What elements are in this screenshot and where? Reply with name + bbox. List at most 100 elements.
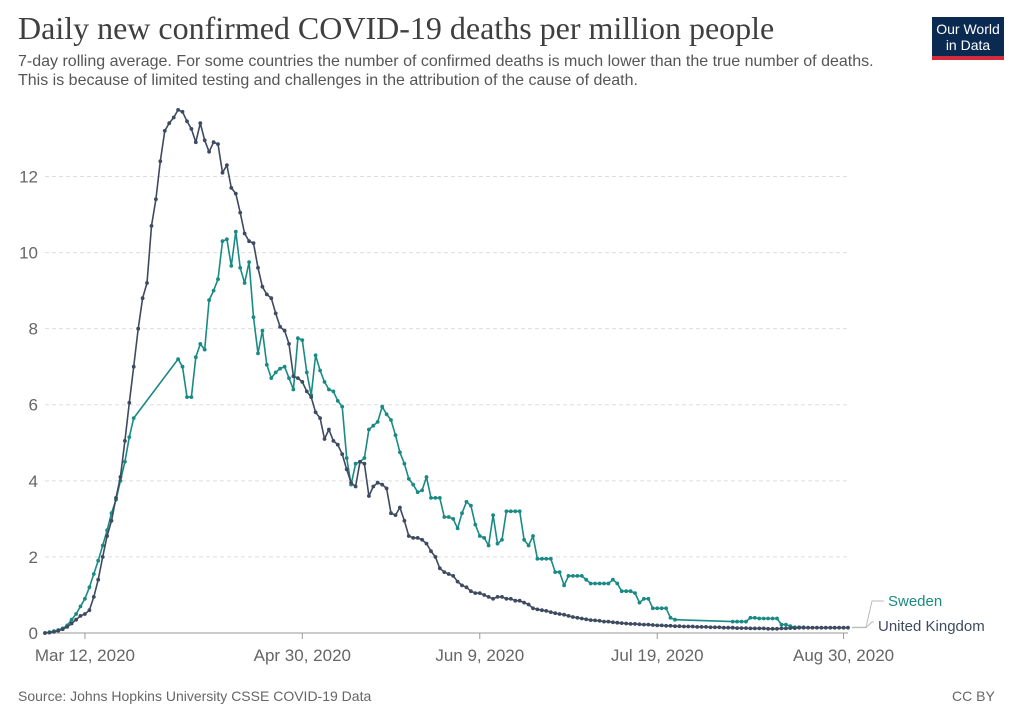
data-point[interactable] [429, 549, 433, 554]
data-point[interactable] [553, 611, 558, 616]
data-point[interactable] [118, 475, 123, 479]
data-point[interactable] [74, 612, 78, 616]
data-point[interactable] [699, 625, 704, 629]
data-point[interactable] [446, 572, 451, 576]
data-point[interactable] [296, 336, 300, 341]
data-point[interactable] [247, 260, 252, 264]
data-point[interactable] [464, 585, 469, 590]
data-point[interactable] [322, 437, 327, 441]
data-point[interactable] [637, 622, 642, 627]
data-point[interactable] [318, 416, 322, 420]
series-label-sweden[interactable]: Sweden [888, 593, 942, 610]
data-point[interactable] [735, 626, 739, 630]
series-line-sweden[interactable] [44, 230, 804, 634]
data-point[interactable] [43, 631, 47, 635]
data-point[interactable] [752, 626, 757, 631]
data-point[interactable] [398, 450, 402, 455]
data-point[interactable] [668, 615, 673, 620]
data-point[interactable] [775, 626, 779, 631]
data-point[interactable] [260, 284, 265, 289]
data-point[interactable] [469, 503, 473, 508]
data-point[interactable] [207, 149, 212, 154]
data-point[interactable] [571, 615, 575, 619]
data-point[interactable] [513, 598, 518, 603]
data-point[interactable] [371, 423, 376, 428]
data-point[interactable] [544, 609, 549, 613]
data-point[interactable] [256, 265, 260, 270]
data-point[interactable] [367, 494, 371, 498]
data-point[interactable] [207, 298, 212, 302]
data-point[interactable] [225, 163, 229, 168]
data-point[interactable] [540, 608, 544, 613]
data-point[interactable] [291, 387, 296, 392]
data-point[interactable] [593, 618, 597, 623]
data-point[interactable] [761, 616, 766, 621]
data-point[interactable] [242, 231, 247, 236]
data-point[interactable] [766, 626, 770, 631]
data-point[interactable] [251, 315, 256, 320]
data-point[interactable] [96, 558, 101, 563]
data-point[interactable] [628, 589, 633, 594]
data-point[interactable] [229, 264, 234, 268]
data-point[interactable] [429, 496, 433, 500]
data-point[interactable] [588, 618, 593, 622]
data-point[interactable] [522, 537, 526, 542]
data-point[interactable] [335, 442, 340, 447]
data-point[interactable] [91, 595, 96, 599]
data-point[interactable] [282, 328, 287, 333]
data-point[interactable] [140, 296, 145, 301]
data-point[interactable] [792, 626, 797, 630]
data-point[interactable] [504, 596, 509, 601]
data-point[interactable] [353, 461, 358, 466]
data-point[interactable] [83, 612, 87, 616]
data-point[interactable] [784, 622, 788, 627]
data-point[interactable] [508, 509, 513, 514]
data-point[interactable] [650, 623, 655, 627]
data-point[interactable] [486, 595, 491, 599]
data-point[interactable] [384, 412, 389, 417]
data-point[interactable] [708, 625, 713, 630]
data-point[interactable] [437, 496, 442, 500]
data-point[interactable] [757, 616, 762, 621]
data-point[interactable] [491, 513, 495, 517]
data-point[interactable] [486, 543, 491, 548]
data-point[interactable] [655, 606, 660, 611]
data-point[interactable] [482, 536, 487, 540]
data-point[interactable] [185, 395, 189, 399]
data-point[interactable] [180, 109, 185, 114]
data-point[interactable] [180, 364, 185, 369]
data-point[interactable] [149, 224, 154, 228]
data-point[interactable] [384, 486, 389, 491]
data-point[interactable] [375, 480, 380, 485]
data-point[interactable] [775, 616, 779, 621]
data-point[interactable] [477, 591, 482, 595]
data-point[interactable] [251, 241, 256, 246]
data-point[interactable] [464, 499, 469, 504]
data-point[interactable] [673, 617, 677, 622]
data-point[interactable] [770, 616, 775, 621]
data-point[interactable] [611, 577, 615, 582]
data-point[interactable] [264, 362, 269, 367]
data-point[interactable] [482, 593, 487, 597]
data-point[interactable] [593, 581, 597, 586]
data-point[interactable] [779, 622, 784, 627]
data-point[interactable] [198, 121, 203, 126]
data-point[interactable] [433, 555, 438, 559]
data-point[interactable] [238, 265, 243, 270]
data-point[interactable] [185, 119, 189, 124]
data-point[interactable] [761, 626, 766, 631]
data-point[interactable] [571, 574, 575, 578]
data-point[interactable] [242, 281, 247, 285]
data-point[interactable] [202, 347, 207, 352]
data-point[interactable] [531, 606, 535, 611]
data-point[interactable] [566, 614, 571, 618]
data-point[interactable] [114, 496, 118, 500]
data-point[interactable] [646, 622, 651, 627]
data-point[interactable] [575, 574, 580, 578]
series-label-united-kingdom[interactable]: United Kingdom [878, 618, 985, 635]
data-point[interactable] [238, 210, 243, 215]
data-point[interactable] [655, 623, 660, 628]
data-point[interactable] [202, 138, 207, 143]
data-point[interactable] [646, 596, 651, 601]
data-point[interactable] [757, 626, 762, 631]
